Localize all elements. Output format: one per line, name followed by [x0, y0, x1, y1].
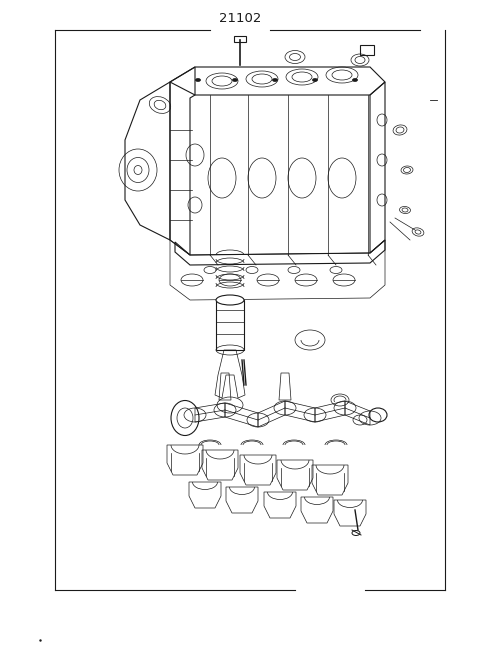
Ellipse shape — [195, 78, 201, 81]
Ellipse shape — [273, 78, 277, 81]
Polygon shape — [234, 36, 246, 42]
Ellipse shape — [352, 78, 358, 81]
Text: 21102: 21102 — [219, 12, 261, 24]
Ellipse shape — [312, 78, 317, 81]
Ellipse shape — [216, 295, 244, 305]
Ellipse shape — [232, 78, 238, 81]
